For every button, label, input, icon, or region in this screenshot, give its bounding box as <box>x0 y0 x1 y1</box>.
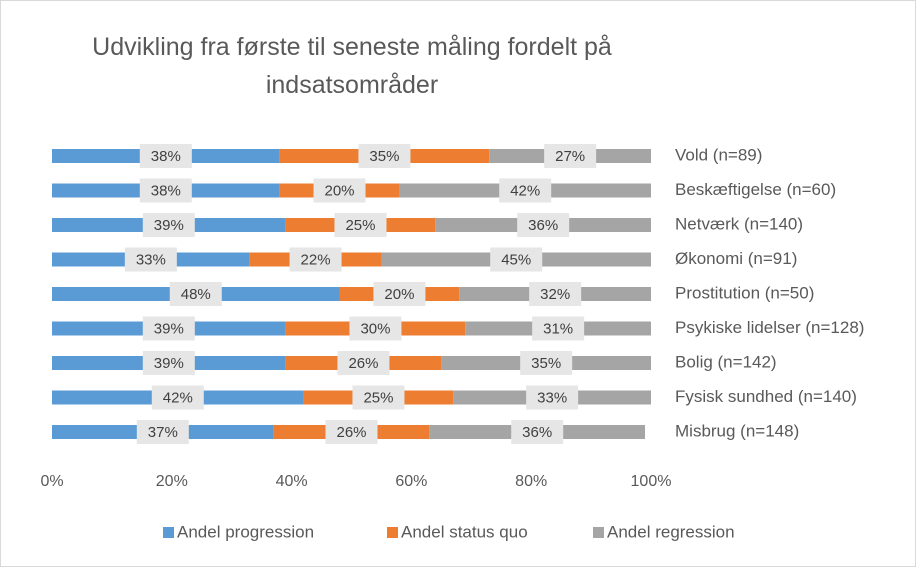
x-tick-label: 100% <box>631 473 672 490</box>
data-label-bg <box>352 385 405 410</box>
data-label: 26% <box>348 355 378 372</box>
category-label: Prostitution (n=50) <box>675 283 814 302</box>
data-label-bg <box>532 316 585 341</box>
data-label: 25% <box>345 217 375 234</box>
data-label: 22% <box>301 251 331 268</box>
data-label-bg <box>334 213 387 237</box>
data-label: 20% <box>384 286 414 303</box>
legend-label: Andel progression <box>177 522 314 541</box>
data-label: 30% <box>360 320 390 337</box>
data-label: 32% <box>540 286 570 303</box>
data-label-bg <box>517 213 570 237</box>
data-label: 35% <box>531 355 561 372</box>
data-label-bg <box>373 282 426 306</box>
data-label-bg <box>169 282 222 306</box>
legend-label: Andel regression <box>607 522 735 541</box>
data-label: 33% <box>537 389 567 406</box>
data-label-bg <box>511 420 564 444</box>
data-label: 39% <box>154 320 184 337</box>
legend-swatch <box>593 527 604 538</box>
category-label: Vold (n=89) <box>675 145 762 164</box>
data-label: 39% <box>154 217 184 234</box>
category-label: Netværk (n=140) <box>675 214 803 233</box>
x-tick-label: 0% <box>40 473 63 490</box>
data-label: 38% <box>151 148 181 165</box>
category-label: Beskæftigelse (n=60) <box>675 180 836 199</box>
data-label-bg <box>358 144 411 168</box>
data-label-bg <box>289 247 342 272</box>
data-label-bg <box>139 178 192 203</box>
data-label-bg <box>349 316 402 341</box>
x-tick-label: 40% <box>276 473 308 490</box>
legend-swatch <box>387 527 398 538</box>
data-label: 25% <box>363 389 393 406</box>
data-label-bg <box>520 351 573 375</box>
data-label-bg <box>325 420 378 444</box>
data-label: 42% <box>510 182 540 199</box>
data-label: 36% <box>528 217 558 234</box>
data-label-bg <box>313 178 366 203</box>
data-label: 35% <box>369 148 399 165</box>
data-label: 37% <box>148 424 178 441</box>
category-label: Misbrug (n=148) <box>675 421 799 440</box>
data-label: 45% <box>501 251 531 268</box>
x-tick-label: 20% <box>156 473 188 490</box>
data-label-bg <box>142 213 195 237</box>
data-label: 39% <box>154 355 184 372</box>
data-label: 48% <box>181 286 211 303</box>
data-label: 42% <box>163 389 193 406</box>
data-label-bg <box>136 420 189 444</box>
x-tick-label: 80% <box>515 473 547 490</box>
data-label: 27% <box>555 148 585 165</box>
data-label-bg <box>139 144 192 168</box>
data-label-bg <box>544 144 597 168</box>
data-label-bg <box>142 351 195 375</box>
data-label: 33% <box>136 251 166 268</box>
category-label: Psykiske lidelser (n=128) <box>675 318 864 337</box>
data-label: 20% <box>325 182 355 199</box>
data-label-bg <box>499 178 552 203</box>
legend-label: Andel status quo <box>401 522 528 541</box>
data-label-bg <box>526 385 579 410</box>
data-label: 31% <box>543 320 573 337</box>
chart-title: Udvikling fra første til seneste måling … <box>92 33 612 99</box>
data-label-bg <box>337 351 390 375</box>
data-label-bg <box>151 385 204 410</box>
data-label-bg <box>529 282 582 306</box>
data-label-bg <box>142 316 195 341</box>
category-label: Fysisk sundhed (n=140) <box>675 387 857 406</box>
x-tick-label: 60% <box>395 473 427 490</box>
data-label: 38% <box>151 182 181 199</box>
category-label: Økonomi (n=91) <box>675 249 797 268</box>
legend-swatch <box>163 527 174 538</box>
data-label-bg <box>124 247 177 272</box>
category-label: Bolig (n=142) <box>675 352 777 371</box>
data-label: 36% <box>522 424 552 441</box>
data-label: 26% <box>336 424 366 441</box>
data-label-bg <box>490 247 543 272</box>
